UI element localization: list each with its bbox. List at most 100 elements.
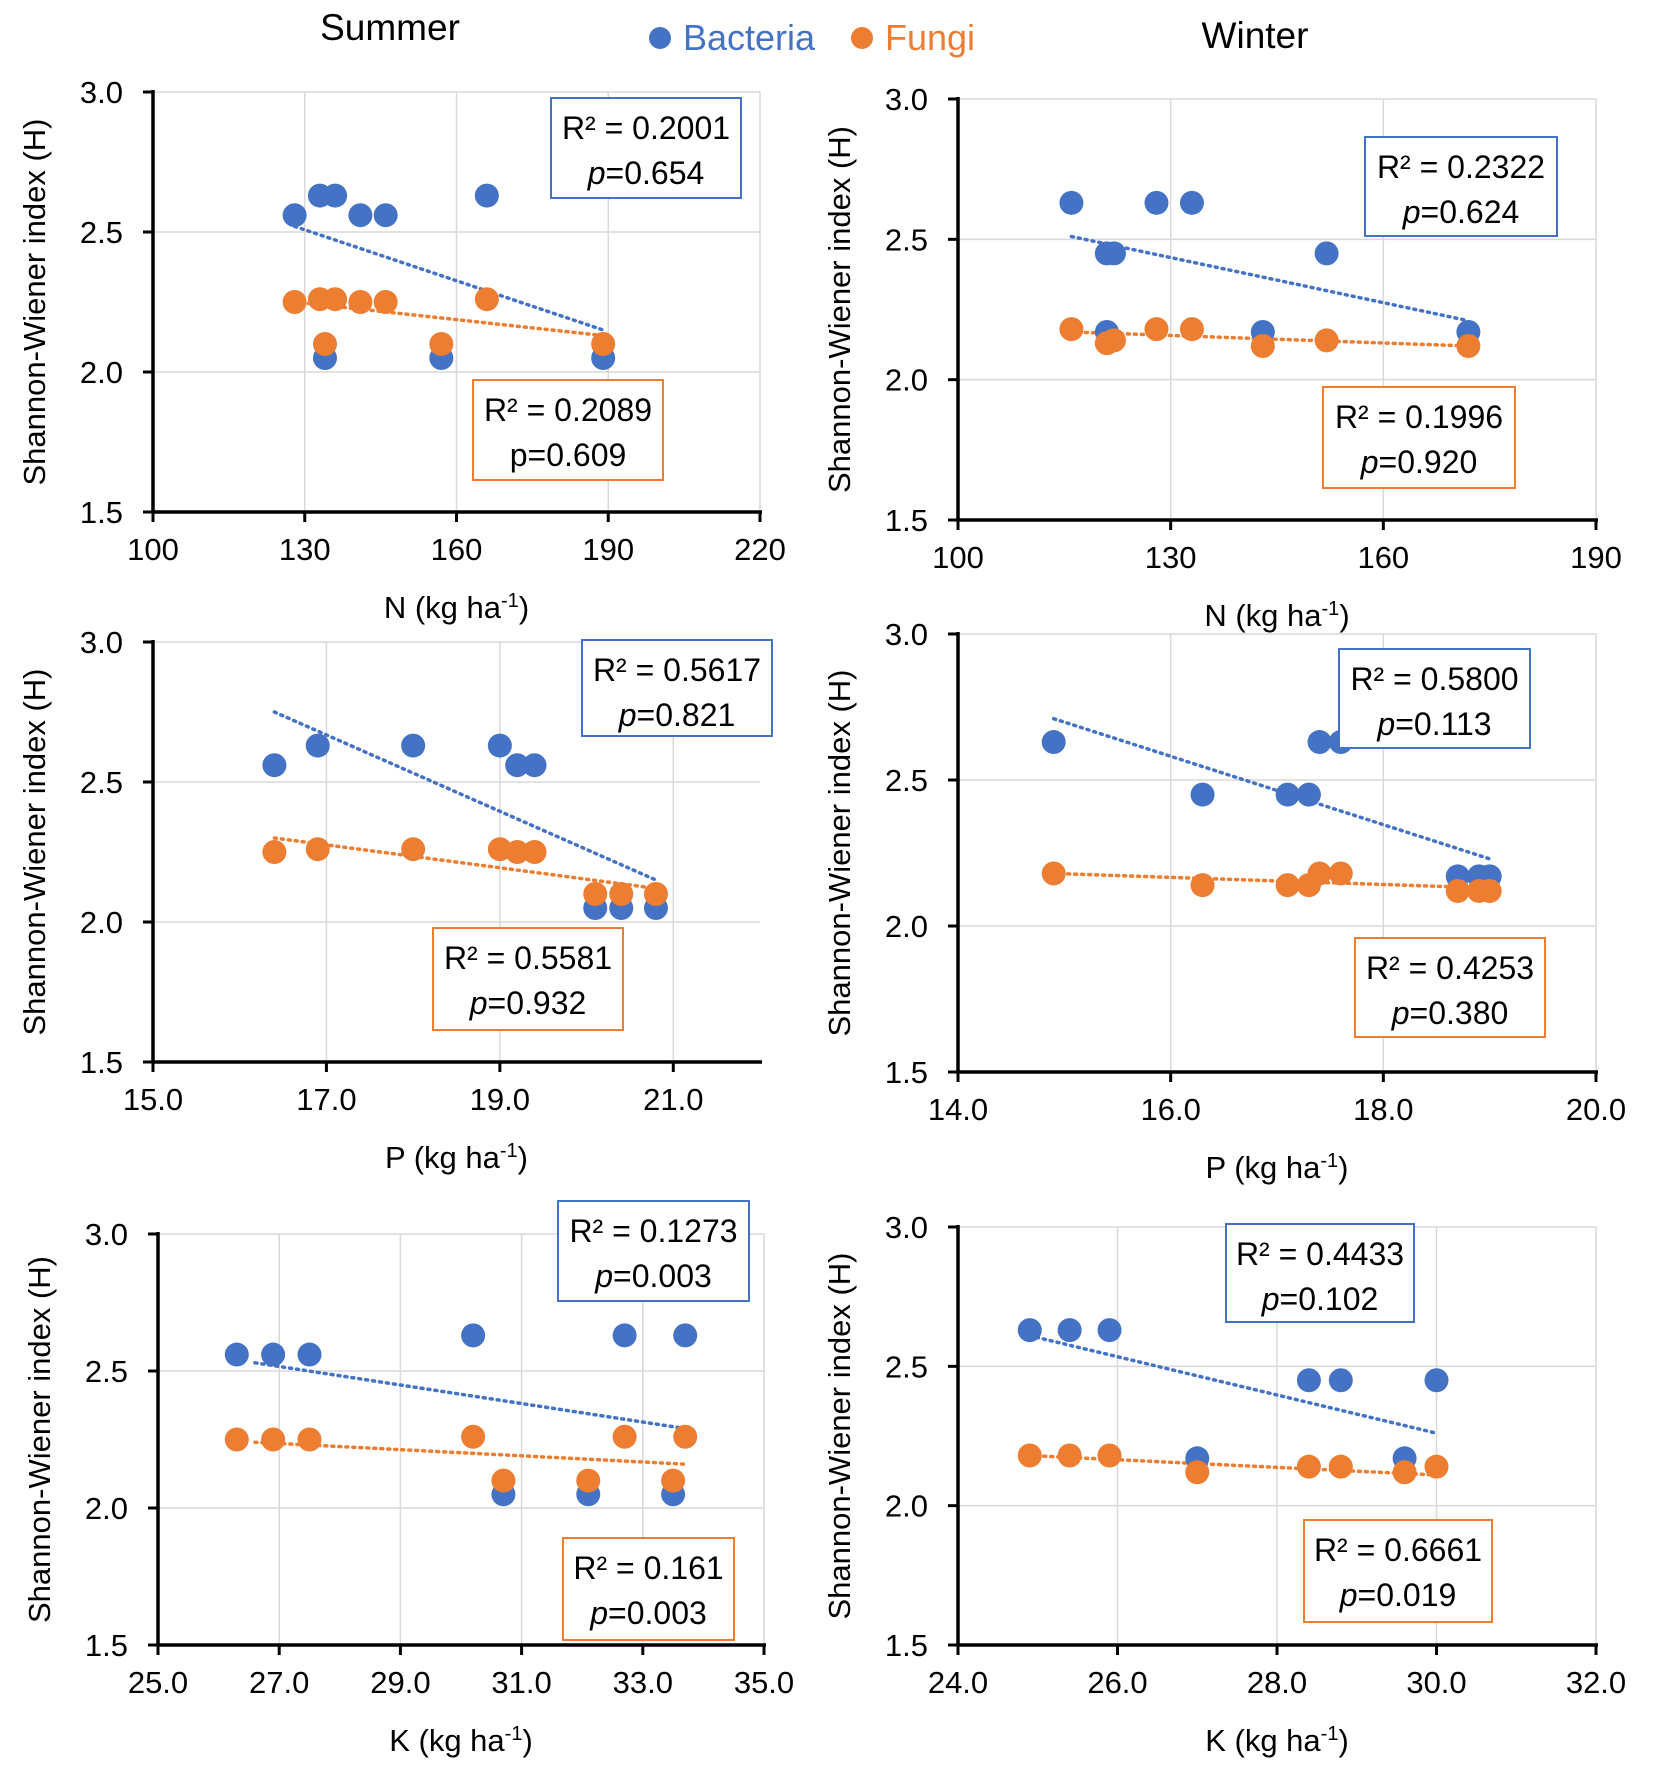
fungi-point — [282, 290, 307, 314]
y-axis-label: Shannon-Wiener index (H) — [822, 126, 857, 493]
bacteria-p-value: p=0.102 — [1261, 1281, 1379, 1317]
bacteria-r2-label: R² = 0.2322 — [1377, 149, 1545, 185]
fungi-p-value: p=0.609 — [510, 437, 627, 473]
legend-fungi-marker — [851, 27, 873, 49]
x-axis-label: N (kg ha-1) — [1204, 598, 1349, 633]
y-tick-label: 2.0 — [885, 1489, 928, 1524]
fungi-point — [1185, 1460, 1210, 1485]
bacteria-point — [224, 1342, 249, 1367]
fungi-r2-label: R² = 0.2089 — [484, 392, 652, 428]
y-tick-label: 3.0 — [885, 1210, 928, 1245]
legend-bacteria-marker — [649, 27, 671, 49]
bacteria-point — [401, 733, 426, 758]
bacteria-point — [262, 753, 287, 778]
fungi-point — [1101, 328, 1126, 353]
fungi-point — [1314, 328, 1339, 353]
legend-fungi-label: Fungi — [885, 17, 975, 58]
fungi-point — [609, 882, 634, 906]
fungi-point — [1477, 878, 1502, 903]
x-tick-label: 30.0 — [1406, 1665, 1466, 1700]
bacteria-r2-label: R² = 0.5617 — [593, 652, 761, 688]
bacteria-r2-label: R² = 0.5800 — [1350, 661, 1518, 697]
bacteria-point — [297, 1342, 322, 1367]
y-axis-label: Shannon-Wiener index (H) — [17, 668, 52, 1035]
x-tick-label: 20.0 — [1566, 1092, 1626, 1127]
fungi-point — [1017, 1443, 1042, 1468]
bacteria-trendline — [253, 1361, 687, 1431]
y-tick-label: 3.0 — [85, 1217, 128, 1252]
chart-4: 14.0 16.0 18.0 20.0 1.5 2.0 2.5 3.0 P (kg ha-1) S… — [822, 617, 1626, 1185]
bacteria-p-value: p=0.003 — [594, 1258, 712, 1294]
x-axis-label: K (kg ha-1) — [1205, 1723, 1349, 1758]
y-tick-label: 2.0 — [85, 1491, 128, 1526]
bacteria-stats-frame — [1225, 1223, 1415, 1323]
x-tick-label: 24.0 — [928, 1665, 988, 1700]
chart-5: 25.0 27.0 29.0 31.0 33.0 35.0 1.5 2.0 2.5 3.0 K (k… — [22, 1200, 794, 1758]
y-tick-label: 2.0 — [80, 905, 123, 940]
bacteria-point — [1190, 782, 1215, 807]
y-axis-label: Shannon-Wiener index (H) — [17, 118, 52, 485]
x-tick-label: 28.0 — [1247, 1665, 1307, 1700]
y-tick-label: 2.0 — [80, 355, 123, 390]
fungi-point — [297, 1427, 322, 1452]
x-tick-label: 35.0 — [734, 1665, 794, 1700]
fungi-point — [1144, 317, 1169, 342]
bacteria-stats-frame — [581, 639, 773, 737]
fungi-stats-box: R² = 0.6661 p=0.019 — [1303, 1519, 1493, 1623]
y-tick-label: 3.0 — [80, 75, 123, 110]
bacteria-point — [323, 183, 348, 208]
x-tick-label: 190 — [1570, 540, 1622, 575]
bacteria-p-value: p=0.821 — [618, 697, 736, 733]
fungi-point — [1328, 1454, 1353, 1479]
fungi-stats-box: R² = 0.1996 p=0.920 — [1322, 386, 1516, 489]
x-tick-label: 32.0 — [1566, 1665, 1626, 1700]
x-tick-label: 15.0 — [123, 1082, 183, 1117]
bacteria-r2-label: R² = 0.1273 — [569, 1213, 737, 1249]
fungi-point — [1392, 1460, 1417, 1485]
bacteria-stats-box: R² = 0.5800 p=0.113 — [1338, 648, 1531, 749]
x-tick-label: 100 — [127, 532, 179, 567]
fungi-stats-frame — [1354, 937, 1546, 1038]
bacteria-trendline — [272, 710, 658, 882]
y-tick-label: 2.0 — [885, 363, 928, 398]
bacteria-stats-box: R² = 0.1273 p=0.003 — [557, 1200, 750, 1302]
bacteria-point — [1296, 782, 1321, 807]
y-tick-label: 1.5 — [885, 1055, 928, 1090]
bacteria-point — [1275, 782, 1300, 807]
fungi-point — [1307, 861, 1332, 886]
fungi-point — [491, 1468, 516, 1493]
y-tick-label: 2.0 — [885, 909, 928, 944]
y-tick-label: 2.5 — [885, 763, 928, 798]
bacteria-point — [1097, 1318, 1122, 1343]
bacteria-r2-label: R² = 0.2001 — [562, 110, 730, 146]
chart-3: 15.0 17.0 19.0 21.0 1.5 2.0 2.5 3.0 P (kg ha-1) S… — [17, 625, 773, 1175]
fungi-p-value: p=0.920 — [1360, 444, 1478, 480]
bacteria-point — [1314, 241, 1339, 266]
bacteria-stats-frame — [1364, 136, 1558, 237]
y-tick-label: 1.5 — [80, 1045, 123, 1080]
fungi-point — [591, 332, 616, 356]
fungi-stats-box: R² = 0.161 p=0.003 — [562, 1537, 735, 1641]
x-tick-label: 33.0 — [613, 1665, 673, 1700]
legend-bacteria-label: Bacteria — [683, 17, 816, 58]
x-tick-label: 130 — [1145, 540, 1197, 575]
y-tick-label: 3.0 — [80, 625, 123, 660]
fungi-point — [1424, 1454, 1449, 1479]
bacteria-stats-box: R² = 0.2001 p=0.654 — [550, 97, 742, 199]
y-tick-label: 2.5 — [885, 222, 928, 257]
fungi-stats-frame — [472, 379, 664, 481]
bacteria-point — [1307, 730, 1332, 755]
fungi-trendline — [292, 300, 605, 338]
bacteria-point — [305, 733, 330, 758]
fungi-trendline — [1028, 1453, 1439, 1477]
fungi-point — [1250, 333, 1275, 358]
x-axis-label: P (kg ha-1) — [1205, 1150, 1348, 1185]
fungi-r2-label: R² = 0.6661 — [1314, 1532, 1482, 1568]
fungi-stats-frame — [1322, 386, 1516, 489]
chart-1: 100 130 160 190 220 1.5 2.0 2.5 3.0 N (kg ha-1) Sh… — [17, 75, 786, 625]
fungi-point — [312, 332, 337, 356]
fungi-stats-box: R² = 0.5581 p=0.932 — [432, 927, 624, 1031]
y-tick-label: 1.5 — [885, 503, 928, 538]
fungi-r2-label: R² = 0.5581 — [444, 940, 612, 976]
